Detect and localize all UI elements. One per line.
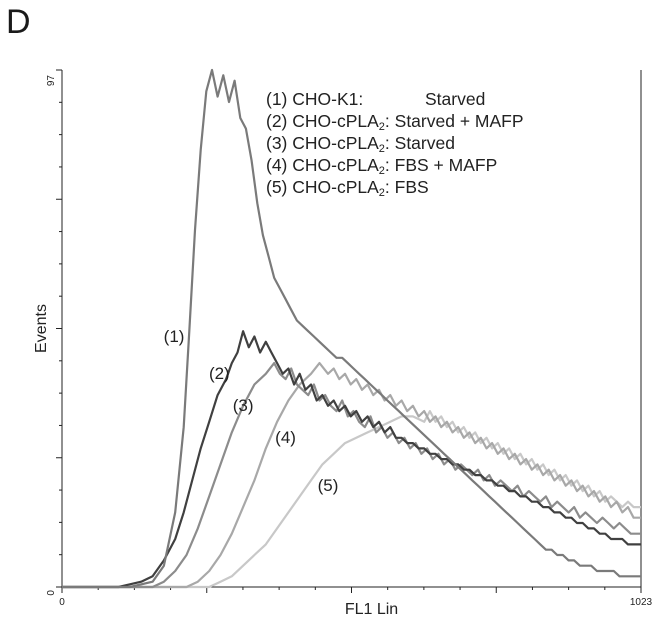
legend-number: (5): [266, 177, 292, 197]
legend-condition: : Starved + MAFP: [385, 111, 524, 131]
series-label-5: (5): [318, 476, 339, 495]
series-label-2: (2): [209, 364, 230, 383]
legend-entry-3: (3) CHO-cPLA2: Starved: [266, 133, 455, 155]
legend-subscript: 2: [379, 121, 385, 133]
series-line-3: [62, 362, 641, 589]
y-tick-label-max: 97: [46, 75, 57, 87]
legend-entry-1: (1) CHO-K1:: [266, 89, 363, 109]
legend-condition-1: Starved: [425, 89, 485, 109]
legend-entry-4: (4) CHO-cPLA2: FBS + MAFP: [266, 155, 497, 177]
legend-number: (3): [266, 133, 292, 153]
series-label-3: (3): [233, 396, 254, 415]
legend-cell-line: CHO-K1:: [292, 89, 363, 109]
y-axis-label: Events: [33, 304, 50, 353]
y-tick-label-min: 0: [46, 590, 57, 596]
legend-number: (4): [266, 155, 292, 175]
legend-subscript: 2: [379, 143, 385, 155]
legend-subscript: 2: [379, 165, 385, 177]
legend-cell-line: CHO-cPLA: [292, 111, 379, 131]
legend-condition: : FBS + MAFP: [385, 155, 497, 175]
panel-letter: D: [6, 3, 31, 41]
series-labels: (1) (2)(3) (4) (5): [164, 327, 339, 495]
legend-cell-line: CHO-cPLA: [292, 133, 379, 153]
legend-number: (2): [266, 111, 292, 131]
legend-number: (1): [266, 89, 292, 109]
legend: (1) CHO-K1: Starved(2) CHO-cPLA2: Starved…: [266, 89, 524, 199]
x-tick-label-min: 0: [59, 597, 65, 608]
legend-cell-line: CHO-cPLA: [292, 155, 379, 175]
legend-condition: : Starved: [385, 133, 455, 153]
ticks: 0 97 0 1023 FL1 Lin Events: [33, 69, 653, 618]
legend-entry-2: (2) CHO-cPLA2: Starved + MAFP: [266, 111, 524, 133]
series-label-1: (1): [164, 327, 185, 346]
legend-entry-5: (5) CHO-cPLA2: FBS: [266, 177, 429, 199]
x-tick-label-max: 1023: [630, 597, 653, 608]
series-line-2: [62, 330, 641, 589]
series-line-1: [62, 68, 641, 589]
legend-subscript: 2: [379, 187, 385, 199]
legend-cell-line: CHO-cPLA: [292, 177, 379, 197]
x-axis-label: FL1 Lin: [345, 601, 398, 618]
series-line-4: [62, 362, 641, 589]
series-line-5: [62, 410, 641, 589]
series-label-4: (4): [275, 428, 296, 447]
legend-condition: : FBS: [385, 177, 429, 197]
series-layer: [62, 68, 641, 589]
